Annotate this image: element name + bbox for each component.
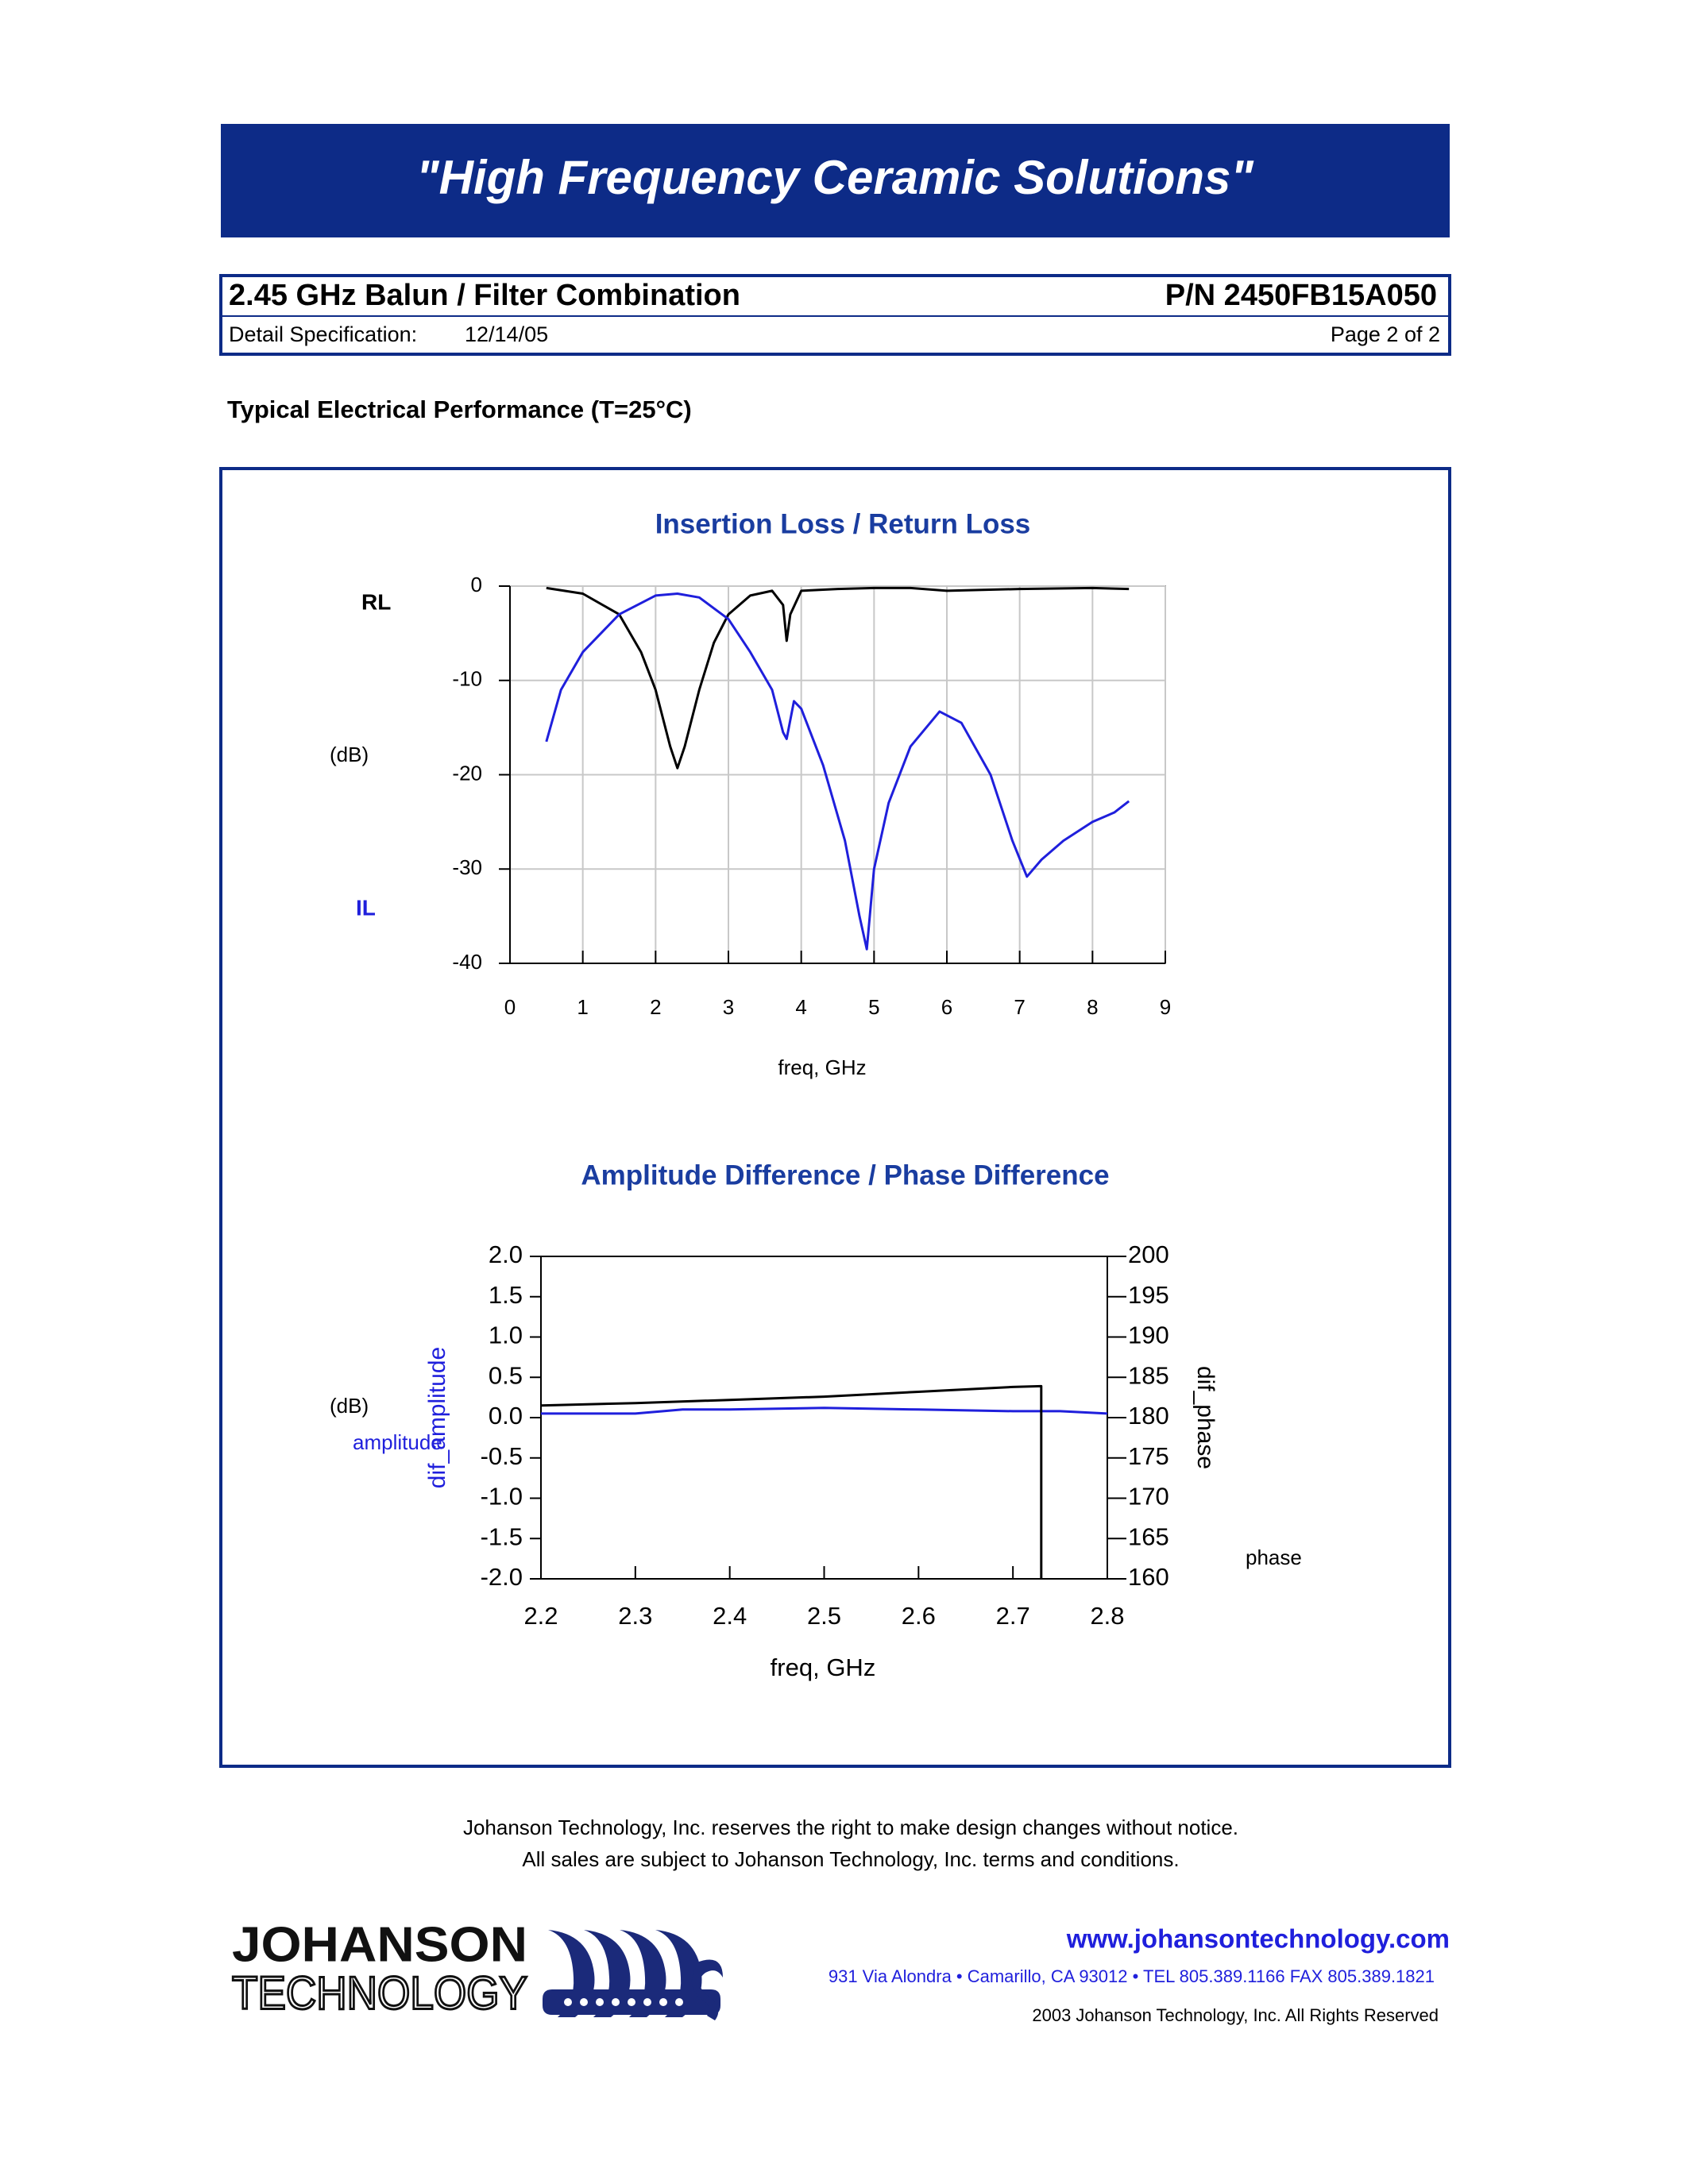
x-tick-label: 3 xyxy=(723,995,734,1019)
logo-dot xyxy=(659,1998,667,2006)
y-tick-label: 1.0 xyxy=(489,1322,523,1349)
y2-tick-label: 175 xyxy=(1128,1442,1169,1470)
logo-mark xyxy=(543,1930,723,2020)
series-label: amplitude xyxy=(353,1430,442,1454)
y2-tick-label: 195 xyxy=(1128,1281,1169,1309)
x-tick-label: 4 xyxy=(795,995,806,1019)
y-tick-label: -10 xyxy=(452,667,482,691)
x-tick-label: 9 xyxy=(1160,995,1171,1019)
logo-dot xyxy=(628,1998,635,2006)
footer-url[interactable]: www.johansontechnology.com xyxy=(1066,1924,1450,1954)
series-line xyxy=(541,1406,1108,1415)
chart-title: Amplitude Difference / Phase Difference xyxy=(581,1160,1109,1190)
footer-notice: All sales are subject to Johanson Techno… xyxy=(522,1847,1179,1871)
x-tick-label: 8 xyxy=(1087,995,1098,1019)
x-tick-label: 1 xyxy=(577,995,588,1019)
unit-label: (dB) xyxy=(330,1394,369,1418)
y2-tick-label: 200 xyxy=(1128,1241,1169,1268)
x-tick-label: 5 xyxy=(868,995,879,1019)
x-tick-label: 0 xyxy=(504,995,516,1019)
spec-label: Detail Specification: xyxy=(229,322,417,346)
y-tick-label: -0.5 xyxy=(481,1442,523,1470)
x-tick-label: 2.5 xyxy=(807,1602,841,1630)
logo-dot xyxy=(612,1998,620,2006)
footer-copyright: 2003 Johanson Technology, Inc. All Right… xyxy=(1032,2005,1439,2025)
y-tick-label: 0.5 xyxy=(489,1361,523,1389)
banner xyxy=(221,124,1450,237)
x-tick-label: 2 xyxy=(650,995,661,1019)
y-tick-label: 0 xyxy=(471,573,482,596)
y2-tick-label: 160 xyxy=(1128,1563,1169,1591)
y-axis-label: dif_amplitude xyxy=(424,1347,450,1488)
y2-axis-label: dif_phase xyxy=(1192,1366,1219,1469)
logo-dot xyxy=(643,1998,651,2006)
y-tick-label: -1.0 xyxy=(481,1483,523,1511)
y2-tick-label: 180 xyxy=(1128,1402,1169,1430)
x-axis-label: freq, GHz xyxy=(771,1653,876,1681)
banner-title: "High Frequency Ceramic Solutions" xyxy=(416,151,1254,204)
page-number: Page 2 of 2 xyxy=(1331,322,1440,346)
y-tick-label: -1.5 xyxy=(481,1522,523,1550)
logo-text: JOHANSON xyxy=(232,1917,527,1972)
y-tick-label: 2.0 xyxy=(489,1241,523,1268)
x-tick-label: 2.6 xyxy=(902,1602,936,1630)
chart-frame xyxy=(219,467,1451,1768)
series-label: RL xyxy=(361,589,391,614)
logo-text: TECHNOLOGY xyxy=(232,1967,527,2019)
x-tick-label: 7 xyxy=(1014,995,1025,1019)
series-line xyxy=(546,586,1130,770)
footer-notice: Johanson Technology, Inc. reserves the r… xyxy=(463,1815,1238,1839)
y2-tick-label: 185 xyxy=(1128,1361,1169,1389)
series-label: phase xyxy=(1246,1545,1302,1569)
x-tick-label: 2.8 xyxy=(1090,1602,1124,1630)
section-heading: Typical Electrical Performance (T=25°C) xyxy=(227,396,692,423)
x-tick-label: 2.7 xyxy=(996,1602,1030,1630)
unit-label: (dB) xyxy=(330,743,369,766)
x-tick-label: 2.3 xyxy=(618,1602,652,1630)
product-title: 2.45 GHz Balun / Filter Combination xyxy=(229,279,740,312)
x-tick-label: 2.2 xyxy=(523,1602,558,1630)
logo-dot xyxy=(596,1998,604,2006)
logo-dots xyxy=(564,1998,683,2006)
spec-date: 12/14/05 xyxy=(465,322,548,346)
x-axis-label: freq, GHz xyxy=(778,1055,866,1079)
y2-tick-label: 165 xyxy=(1128,1522,1169,1550)
y-tick-label: -2.0 xyxy=(481,1563,523,1591)
title-block xyxy=(219,274,1451,356)
chart-title: Insertion Loss / Return Loss xyxy=(655,508,1031,539)
logo-dot xyxy=(564,1998,572,2006)
series-label: IL xyxy=(356,895,376,920)
plot-frame xyxy=(540,1256,1108,1580)
y-tick-label: -30 xyxy=(452,855,482,879)
y-tick-label: -20 xyxy=(452,761,482,785)
x-tick-label: 2.4 xyxy=(713,1602,747,1630)
logo-dot xyxy=(675,1998,683,2006)
y-tick-label: -40 xyxy=(452,950,482,974)
y2-tick-label: 190 xyxy=(1128,1322,1169,1349)
logo-dot xyxy=(580,1998,588,2006)
series-line xyxy=(540,1384,1043,1579)
part-number: P/N 2450FB15A050 xyxy=(1165,279,1437,312)
x-tick-label: 6 xyxy=(941,995,952,1019)
footer-address: 931 Via Alondra • Camarillo, CA 93012 • … xyxy=(829,1966,1435,1986)
y-tick-label: 1.5 xyxy=(489,1281,523,1309)
series-line xyxy=(545,592,1130,951)
logo-s xyxy=(691,1959,723,2020)
y-tick-label: 0.0 xyxy=(489,1402,523,1430)
y2-tick-label: 170 xyxy=(1128,1483,1169,1511)
